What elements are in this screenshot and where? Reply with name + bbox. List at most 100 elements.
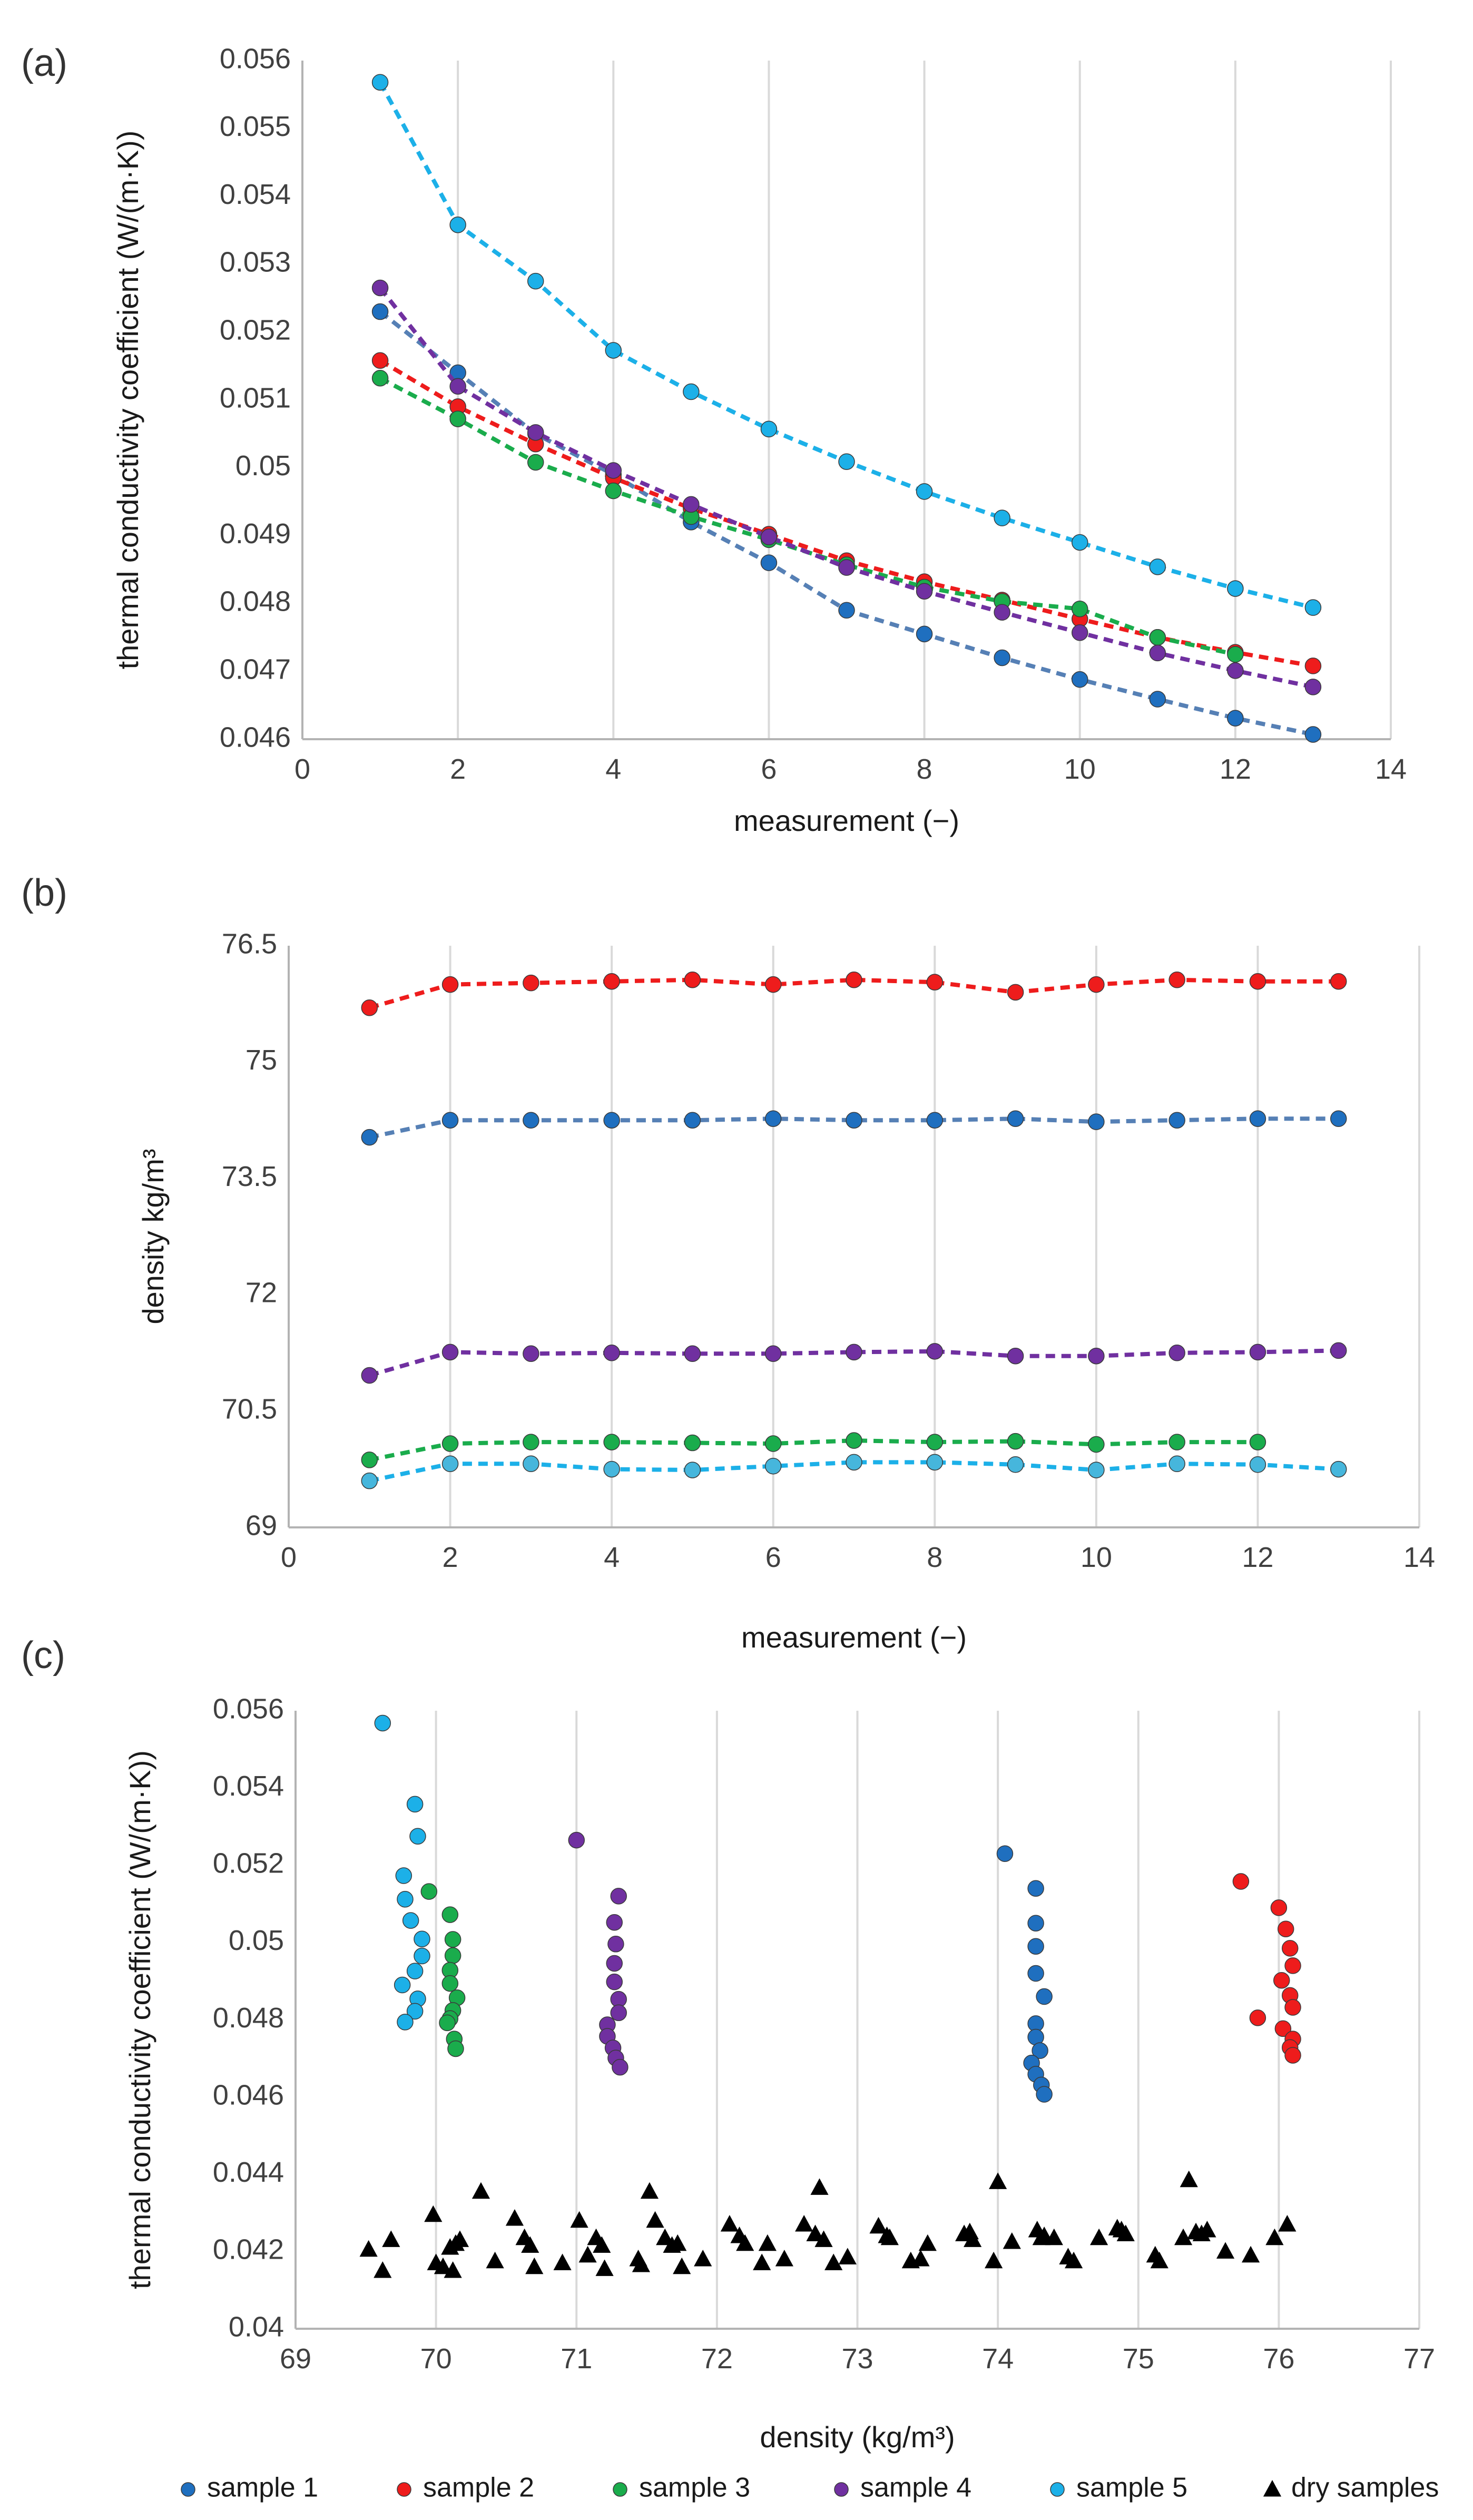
data-point-sample2 — [1281, 1940, 1299, 1957]
y-tick-label: 0.054 — [213, 1770, 284, 1802]
y-tick-label: 0.042 — [213, 2234, 284, 2266]
data-point-dry-samples — [753, 2253, 771, 2270]
y-axis-title: density kg/m³ — [136, 1149, 170, 1325]
data-point-sample2 — [1277, 1920, 1294, 1937]
y-axis-title: thermal conductivity coefficient (W/(m·K… — [111, 131, 144, 670]
data-point-sample5 — [1304, 599, 1322, 616]
data-point-sample2 — [1330, 973, 1347, 990]
data-point-sample5 — [414, 1947, 430, 1965]
data-point-sample4 — [1071, 624, 1088, 641]
data-point-sample5 — [527, 272, 544, 290]
data-point-sample4 — [371, 279, 389, 297]
y-tick-label: 0.056 — [220, 43, 291, 74]
data-point-dry-samples — [1278, 2215, 1297, 2232]
data-point-sample1 — [926, 1112, 944, 1129]
y-tick-label: 72 — [246, 1277, 277, 1309]
data-point-dry-samples — [570, 2211, 588, 2228]
data-point-sample5 — [926, 1454, 944, 1471]
x-tick-label: 73 — [841, 2343, 873, 2375]
data-point-sample1 — [1027, 1965, 1044, 1982]
x-axis-title: measurement (−) — [734, 804, 959, 837]
data-point-sample5 — [1071, 534, 1088, 551]
data-point-dry-samples — [911, 2250, 930, 2267]
data-point-dry-samples — [486, 2251, 504, 2269]
data-point-sample5 — [406, 2003, 424, 2020]
legend-marker-sample2 — [397, 2482, 411, 2497]
y-tick-label: 0.052 — [213, 1848, 284, 1879]
data-point-dry-samples — [814, 2230, 833, 2247]
y-tick-label: 0.053 — [220, 247, 291, 278]
data-point-sample2 — [1273, 1972, 1290, 1989]
data-point-sample2 — [764, 976, 782, 993]
data-point-sample3 — [523, 1434, 539, 1450]
x-tick-label: 10 — [1081, 1542, 1112, 1573]
data-point-sample4 — [605, 462, 622, 479]
data-point-sample5 — [361, 1472, 378, 1489]
data-point-sample5 — [1227, 580, 1244, 597]
data-point-sample1 — [1036, 1988, 1053, 2005]
y-tick-label: 75 — [246, 1044, 277, 1076]
data-point-sample3 — [447, 2040, 464, 2057]
data-point-dry-samples — [810, 2178, 829, 2195]
data-point-dry-samples — [525, 2257, 544, 2274]
data-point-sample1 — [684, 1112, 701, 1129]
data-point-sample5 — [684, 1462, 701, 1478]
data-point-sample3 — [361, 1452, 378, 1468]
data-point-sample5 — [406, 1796, 424, 1813]
data-point-sample2 — [441, 976, 459, 993]
data-point-sample1 — [1304, 726, 1322, 743]
data-point-sample1 — [1027, 1880, 1044, 1897]
y-axis-title: thermal conductivity coefficient (W/(m·K… — [123, 1750, 156, 2289]
data-point-sample4 — [606, 1955, 623, 1972]
data-point-dry-samples — [382, 2230, 400, 2247]
data-point-sample1 — [361, 1129, 378, 1146]
data-point-sample5 — [1168, 1455, 1185, 1473]
x-tick-label: 8 — [917, 753, 932, 785]
data-point-dry-samples — [673, 2257, 691, 2274]
y-tick-label: 73.5 — [222, 1161, 277, 1192]
data-point-sample5 — [397, 1891, 414, 1908]
data-point-sample1 — [371, 303, 389, 320]
data-point-sample5 — [1088, 1462, 1105, 1478]
y-tick-label: 0.046 — [213, 2079, 284, 2111]
data-point-sample3 — [1088, 1436, 1105, 1453]
data-point-dry-samples — [775, 2250, 793, 2267]
data-point-sample3 — [605, 482, 622, 499]
data-point-sample3 — [926, 1434, 944, 1450]
data-point-sample1 — [1027, 1915, 1044, 1931]
data-point-sample1 — [996, 1845, 1014, 1862]
data-point-dry-samples — [989, 2172, 1007, 2189]
panel-b: (b) 0 2 4 6 8 10 12 14 69 70.5 72 73.5 75 76.5 measurem… — [21, 872, 1435, 1654]
data-point-dry-samples — [720, 2215, 739, 2232]
data-point-sample4 — [610, 1888, 627, 1905]
data-point-sample5 — [605, 342, 622, 359]
y-tick-label: 0.051 — [220, 382, 291, 414]
data-point-sample3 — [1227, 646, 1244, 663]
data-point-dry-samples — [1216, 2242, 1235, 2259]
data-point-sample1 — [1036, 2086, 1053, 2103]
data-point-sample5 — [414, 1930, 430, 1948]
data-point-sample4 — [916, 583, 933, 600]
legend-marker-dry-samples — [1263, 2480, 1282, 2497]
data-point-sample5 — [394, 1976, 411, 1994]
data-point-sample2 — [371, 352, 389, 369]
x-tick-label: 4 — [605, 753, 621, 785]
data-point-sample2 — [1168, 972, 1185, 988]
data-point-sample5 — [994, 509, 1010, 526]
data-point-dry-samples — [553, 2253, 572, 2270]
data-point-sample4 — [1330, 1342, 1347, 1359]
data-point-dry-samples — [669, 2234, 687, 2251]
data-point-sample1 — [1007, 1110, 1024, 1127]
legend-label: sample 2 — [423, 2473, 534, 2503]
data-point-sample4 — [764, 1345, 782, 1362]
data-point-sample4 — [838, 559, 855, 576]
panel-c: (c) 69 70 71 72 73 74 75 76 77 0.04 0.042 0.044 0.046… — [21, 1634, 1435, 2454]
y-tick-label: 0.044 — [213, 2156, 284, 2188]
data-point-sample1 — [1227, 710, 1244, 727]
panel-a: (a) 0 2 4 6 8 10 12 14 0.046 0.047 0.048 0.049 0.05 0.… — [21, 42, 1407, 837]
data-point-sample5 — [402, 1912, 419, 1929]
data-point-sample5 — [397, 2014, 414, 2031]
data-point-sample3 — [527, 454, 544, 471]
data-point-sample1 — [838, 602, 855, 619]
data-point-sample5 — [846, 1454, 862, 1471]
